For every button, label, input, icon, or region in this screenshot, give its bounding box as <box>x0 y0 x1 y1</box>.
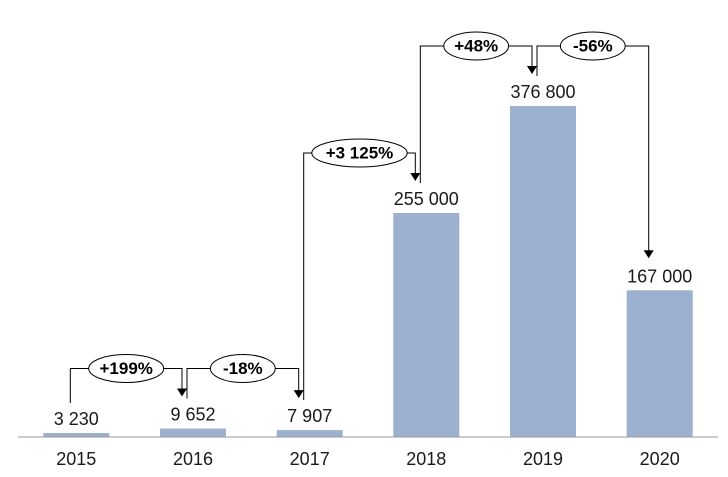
change-label: +3 125% <box>326 144 394 163</box>
bar-2016 <box>160 428 226 437</box>
value-label-2017: 7 907 <box>287 406 332 426</box>
x-tick-label-2019: 2019 <box>523 449 563 469</box>
change-label: +199% <box>99 359 152 378</box>
bars-layer <box>43 106 693 437</box>
x-tick-label-2015: 2015 <box>56 449 96 469</box>
x-tick-label-2016: 2016 <box>173 449 213 469</box>
x-tick-label-2020: 2020 <box>640 449 680 469</box>
value-label-2018: 255 000 <box>394 189 459 209</box>
change-annotation-2015-2016: +199% <box>69 354 187 403</box>
bar-2020 <box>626 290 693 437</box>
change-label: -56% <box>573 37 613 56</box>
x-tick-label-2017: 2017 <box>290 449 330 469</box>
change-bubble <box>311 138 408 168</box>
change-bubble <box>443 31 510 61</box>
bar-2017 <box>276 430 343 437</box>
change-annotation-2016-2017: -18% <box>186 354 304 399</box>
arrow-down-icon <box>177 388 187 397</box>
change-bubble <box>88 354 165 383</box>
value-labels-layer: 3 230 9 652 7 907 255 000 376 800 167 000 <box>54 82 692 429</box>
value-label-2020: 167 000 <box>627 266 692 286</box>
bar-2015 <box>43 433 110 437</box>
change-annotations-layer: +199% -18% +3 125% +48% -56% <box>69 31 654 403</box>
change-annotation-2018-2019: +48% <box>419 31 537 183</box>
change-bubble <box>559 31 626 61</box>
arrow-down-icon <box>410 173 421 181</box>
arrow-down-icon <box>643 250 654 259</box>
change-annotation-2019-2020: -56% <box>536 31 654 259</box>
arrow-down-icon <box>527 66 537 74</box>
value-label-2015: 3 230 <box>54 409 99 429</box>
value-label-2019: 376 800 <box>510 82 575 102</box>
x-tick-label-2018: 2018 <box>406 449 446 469</box>
bar-2019 <box>510 106 576 437</box>
change-label: -18% <box>223 359 263 378</box>
arrow-down-icon <box>293 390 304 399</box>
x-tick-labels-layer: 2015 2016 2017 2018 2019 2020 <box>56 449 679 469</box>
change-bubble <box>209 354 276 383</box>
bar-2018 <box>393 213 460 437</box>
change-label: +48% <box>454 37 498 56</box>
change-annotation-2017-2018: +3 125% <box>303 138 421 401</box>
value-label-2016: 9 652 <box>170 405 215 425</box>
